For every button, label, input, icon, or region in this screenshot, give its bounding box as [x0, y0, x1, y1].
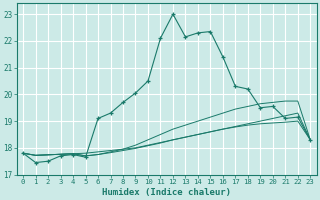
X-axis label: Humidex (Indice chaleur): Humidex (Indice chaleur): [102, 188, 231, 197]
